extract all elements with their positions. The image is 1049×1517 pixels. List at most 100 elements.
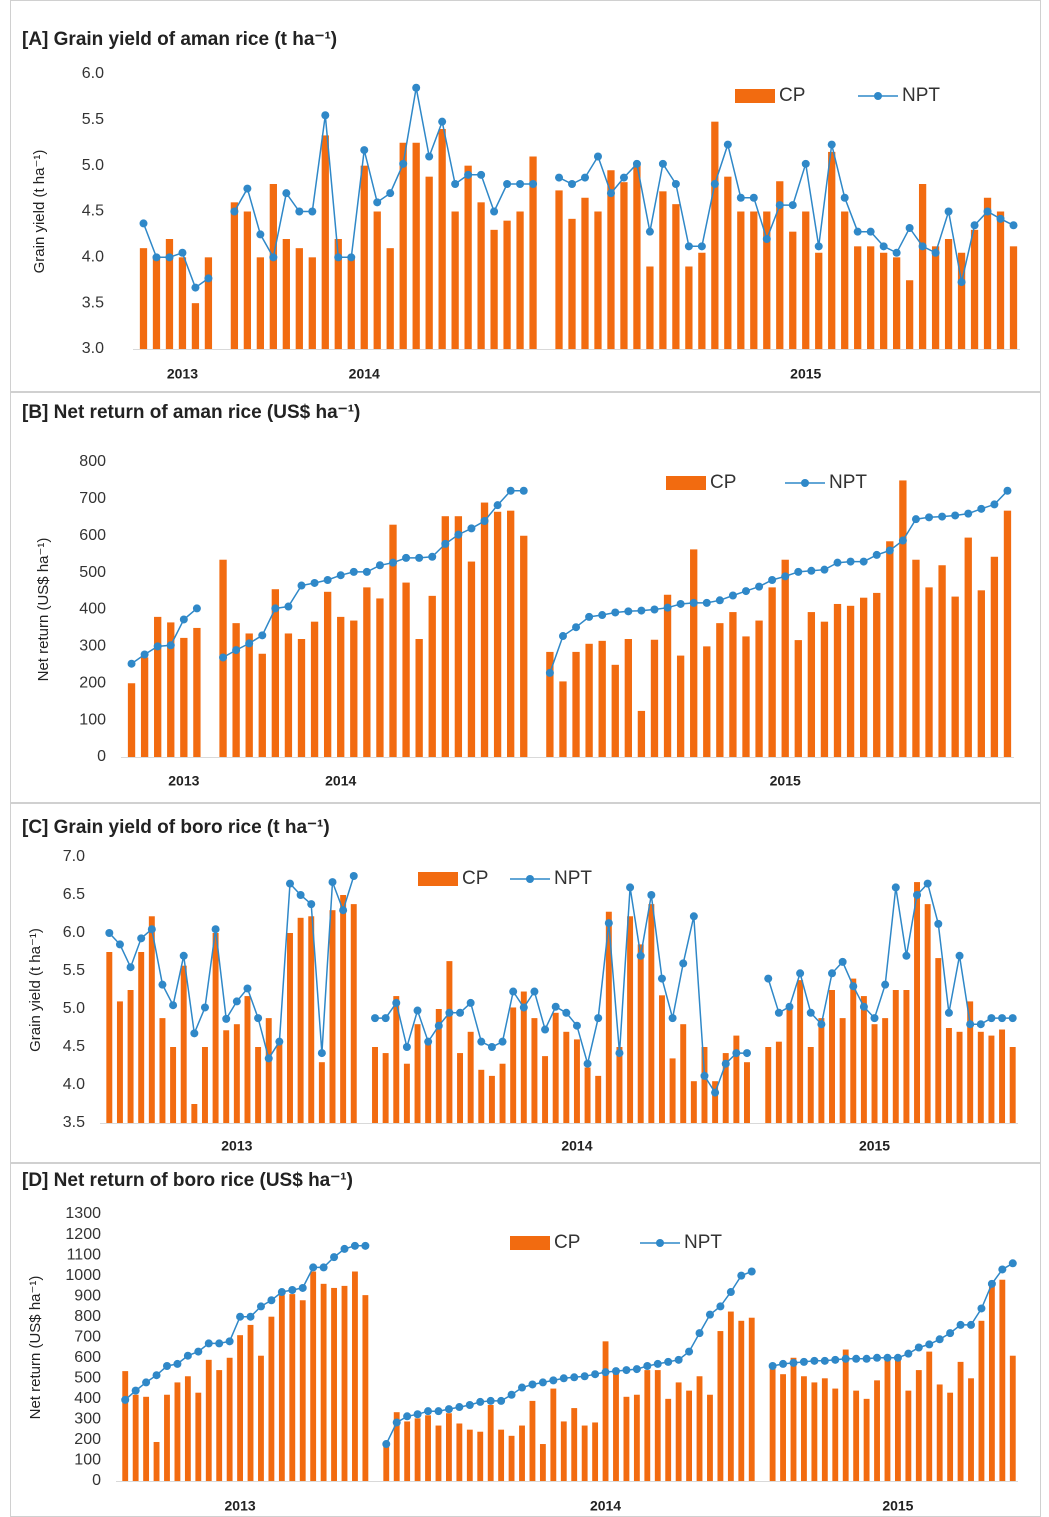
point bbox=[580, 1372, 589, 1381]
point bbox=[339, 906, 348, 915]
point bbox=[611, 1367, 620, 1376]
point bbox=[881, 980, 890, 989]
bar bbox=[947, 1392, 954, 1481]
bar bbox=[350, 620, 358, 757]
bar bbox=[529, 1400, 536, 1481]
bar bbox=[613, 1372, 619, 1481]
bar bbox=[882, 1018, 889, 1123]
point bbox=[695, 1329, 704, 1338]
bar bbox=[499, 1063, 506, 1123]
bar bbox=[894, 1357, 901, 1481]
point bbox=[891, 883, 900, 892]
point bbox=[796, 969, 805, 978]
bar bbox=[999, 1279, 1006, 1481]
point bbox=[486, 1396, 495, 1405]
point bbox=[879, 242, 888, 251]
point bbox=[970, 221, 979, 230]
y-tick-label: 600 bbox=[79, 527, 106, 544]
bar bbox=[232, 623, 240, 757]
point bbox=[493, 501, 502, 510]
bar bbox=[258, 653, 266, 757]
bar bbox=[127, 683, 136, 757]
bar bbox=[680, 1024, 687, 1123]
bar bbox=[874, 1380, 880, 1481]
bar bbox=[977, 590, 985, 757]
bar bbox=[748, 1317, 755, 1481]
year-label: 2014 bbox=[349, 366, 380, 382]
point bbox=[349, 567, 358, 576]
year-label: 2014 bbox=[325, 773, 356, 789]
point bbox=[497, 1396, 506, 1405]
point bbox=[679, 959, 688, 968]
point bbox=[140, 650, 149, 659]
bar bbox=[964, 537, 972, 757]
point bbox=[710, 180, 719, 188]
bar bbox=[226, 1357, 233, 1481]
point bbox=[601, 1368, 610, 1377]
bar bbox=[650, 639, 659, 757]
y-tick-label: 0 bbox=[97, 748, 106, 765]
point bbox=[774, 1008, 783, 1017]
bar bbox=[807, 1047, 814, 1123]
bar bbox=[373, 211, 381, 349]
point bbox=[749, 193, 758, 202]
point bbox=[545, 668, 554, 677]
bar bbox=[184, 1376, 191, 1481]
point bbox=[284, 602, 293, 611]
bar bbox=[425, 1041, 432, 1123]
bar bbox=[850, 978, 857, 1123]
point bbox=[288, 1285, 297, 1294]
point bbox=[480, 517, 489, 525]
y-tick-label: 300 bbox=[79, 638, 106, 655]
bar bbox=[299, 1300, 306, 1481]
legend-label: CP bbox=[779, 85, 805, 106]
bar bbox=[383, 1445, 390, 1481]
bar bbox=[308, 916, 315, 1123]
point bbox=[711, 1088, 720, 1097]
point bbox=[518, 1383, 527, 1392]
bar bbox=[996, 211, 1005, 349]
point bbox=[925, 513, 934, 522]
bar bbox=[454, 516, 463, 757]
point bbox=[583, 1059, 592, 1068]
bar bbox=[951, 596, 959, 757]
y-tick-label: 5.5 bbox=[63, 962, 85, 979]
bar bbox=[230, 202, 239, 349]
y-tick-label: 4.5 bbox=[63, 1038, 85, 1055]
bar bbox=[132, 1394, 139, 1481]
bar bbox=[886, 541, 894, 757]
point bbox=[747, 1267, 756, 1276]
point bbox=[873, 1353, 882, 1362]
bar bbox=[568, 218, 576, 349]
bar bbox=[507, 510, 515, 757]
point bbox=[946, 1329, 955, 1338]
bar bbox=[592, 1422, 599, 1481]
bar bbox=[744, 1062, 750, 1123]
point bbox=[269, 253, 278, 262]
bar bbox=[386, 248, 394, 349]
bar bbox=[389, 524, 397, 757]
bar bbox=[607, 170, 615, 349]
bar bbox=[477, 202, 485, 349]
bar bbox=[775, 1041, 782, 1123]
bar bbox=[457, 1053, 464, 1123]
bar bbox=[903, 990, 910, 1123]
y-tick-label: 6.0 bbox=[63, 924, 85, 941]
point bbox=[297, 581, 306, 590]
point bbox=[814, 242, 823, 251]
bar bbox=[531, 1018, 538, 1123]
point bbox=[637, 606, 646, 615]
legend-label: NPT bbox=[902, 85, 940, 106]
bar bbox=[362, 1295, 369, 1481]
point bbox=[998, 1265, 1007, 1274]
year-label: 2013 bbox=[167, 366, 198, 382]
point bbox=[425, 152, 434, 161]
point bbox=[121, 1395, 130, 1404]
bar bbox=[863, 1398, 870, 1481]
bar bbox=[402, 582, 410, 757]
legend-swatch bbox=[666, 476, 706, 490]
bar bbox=[539, 1444, 546, 1481]
point bbox=[310, 578, 319, 587]
bar bbox=[892, 990, 899, 1123]
